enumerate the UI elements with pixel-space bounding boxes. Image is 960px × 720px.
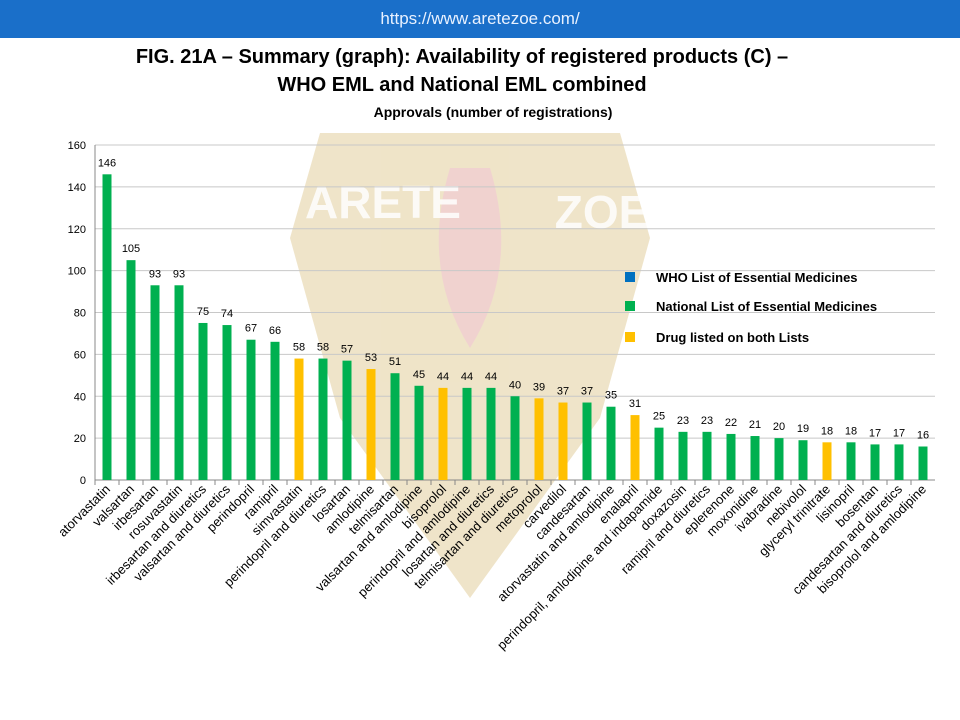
data-label: 22 <box>725 417 737 429</box>
data-label: 93 <box>149 268 161 280</box>
watermark-text: ZOE <box>555 186 650 238</box>
y-tick-label: 60 <box>74 349 86 361</box>
legend-label: Drug listed on both Lists <box>656 330 809 345</box>
bar <box>918 446 928 480</box>
legend-label: National List of Essential Medicines <box>656 299 877 314</box>
bar <box>750 436 760 480</box>
data-label: 19 <box>797 423 809 435</box>
data-label: 58 <box>293 342 305 354</box>
bar <box>534 398 544 480</box>
data-label: 146 <box>98 157 116 169</box>
bar <box>606 406 616 480</box>
bar <box>222 325 232 480</box>
y-tick-label: 0 <box>80 475 86 487</box>
logo-watermark <box>290 133 650 598</box>
legend-label: WHO List of Essential Medicines <box>656 270 858 285</box>
bar <box>294 358 304 480</box>
data-label: 35 <box>605 390 617 402</box>
data-label: 44 <box>437 371 449 383</box>
bar <box>366 369 376 480</box>
y-tick-label: 40 <box>74 391 86 403</box>
bar <box>846 442 856 480</box>
data-label: 23 <box>701 415 713 427</box>
data-label: 31 <box>629 398 641 410</box>
y-tick-label: 80 <box>74 308 86 320</box>
watermark-text: ARETE <box>305 176 461 228</box>
bar <box>510 396 520 480</box>
bar <box>654 427 664 480</box>
chart-title: FIG. 21A – Summary (graph): Availability… <box>136 46 788 68</box>
chart: ARETE ZOE FIG. 21A – Summary (graph): Av… <box>55 46 935 653</box>
data-label: 105 <box>122 243 140 255</box>
bar <box>342 360 352 480</box>
data-label: 93 <box>173 268 185 280</box>
data-label: 44 <box>485 371 497 383</box>
y-tick-label: 120 <box>68 224 86 236</box>
data-label: 51 <box>389 356 401 368</box>
y-tick-label: 140 <box>68 182 86 194</box>
bar <box>726 433 736 480</box>
data-label: 17 <box>869 427 881 439</box>
data-label: 18 <box>845 425 857 437</box>
legend-swatch <box>625 272 635 282</box>
data-label: 57 <box>341 344 353 356</box>
data-label: 44 <box>461 371 473 383</box>
data-label: 39 <box>533 381 545 393</box>
bar <box>150 285 160 480</box>
chart-title: WHO EML and National EML combined <box>277 74 646 96</box>
legend-swatch <box>625 332 635 342</box>
bar <box>582 402 592 480</box>
data-label: 66 <box>269 325 281 337</box>
bar <box>870 444 880 480</box>
data-label: 37 <box>557 386 569 398</box>
bar <box>894 444 904 480</box>
data-label: 75 <box>197 306 209 318</box>
bar <box>246 339 256 480</box>
data-label: 58 <box>317 342 329 354</box>
bar <box>438 387 448 480</box>
bar <box>270 341 280 480</box>
bar <box>126 260 136 480</box>
bar <box>486 387 496 480</box>
bar <box>558 402 568 480</box>
data-label: 21 <box>749 419 761 431</box>
bar <box>462 387 472 480</box>
bar <box>678 431 688 480</box>
chart-subtitle: Approvals (number of registrations) <box>374 104 613 120</box>
data-label: 53 <box>365 352 377 364</box>
bar <box>318 358 328 480</box>
y-tick-label: 160 <box>68 140 86 152</box>
data-label: 67 <box>245 323 257 335</box>
data-label: 40 <box>509 379 521 391</box>
bar <box>822 442 832 480</box>
data-label: 45 <box>413 369 425 381</box>
bar <box>798 440 808 480</box>
bar <box>630 415 640 480</box>
bar <box>414 385 424 480</box>
y-tick-label: 100 <box>68 266 86 278</box>
data-label: 18 <box>821 425 833 437</box>
legend-swatch <box>625 301 635 311</box>
data-label: 16 <box>917 430 929 442</box>
data-label: 23 <box>677 415 689 427</box>
bar <box>102 174 112 480</box>
data-label: 74 <box>221 308 233 320</box>
data-label: 25 <box>653 411 665 423</box>
bar <box>702 431 712 480</box>
bar <box>174 285 184 480</box>
bar <box>774 438 784 480</box>
y-tick-label: 20 <box>74 433 86 445</box>
bar <box>198 322 208 480</box>
data-label: 17 <box>893 427 905 439</box>
url-bar[interactable]: https://www.aretezoe.com/ <box>0 0 960 38</box>
data-label: 20 <box>773 421 785 433</box>
bar <box>390 373 400 480</box>
data-label: 37 <box>581 386 593 398</box>
